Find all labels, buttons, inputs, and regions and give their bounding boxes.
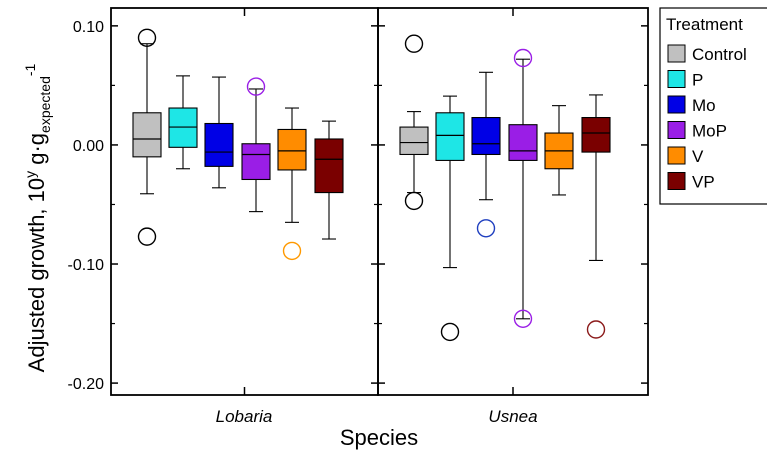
legend-label: Mo (692, 96, 716, 115)
y-axis-title: Adjusted growth, 10y g·gexpected-1 (22, 63, 53, 372)
y-axis-title-superscript: -1 (22, 63, 38, 76)
legend-swatch (667, 70, 686, 88)
y-axis-title-subscript: expected (37, 76, 53, 133)
box-v (544, 105, 574, 196)
box-iqr (204, 122, 234, 167)
box-iqr (581, 117, 611, 153)
legend-item-vp: VP (667, 172, 715, 192)
legend-label: P (692, 71, 703, 90)
box-iqr (277, 128, 307, 171)
y-axis-title-unit: g·g (24, 133, 49, 171)
x-axis-title: Species (340, 425, 418, 450)
legend-item-mo: Mo (667, 95, 716, 115)
legend-swatch (667, 121, 686, 139)
box-mop (241, 77, 271, 213)
outlier-point (137, 28, 157, 47)
legend-title: Treatment (666, 15, 743, 34)
y-tick-labels: 0.10 0.00 -0.10 -0.20 (68, 19, 105, 393)
category-label-usnea: Usnea (488, 407, 537, 426)
box-control (399, 34, 429, 211)
outlier-point (404, 191, 424, 211)
legend-item-p: P (667, 70, 703, 90)
box-mo (471, 71, 501, 238)
box-iqr (241, 143, 271, 181)
legend-swatch (667, 172, 686, 190)
legend-item-mop: MoP (667, 121, 727, 141)
legend-swatch (667, 146, 686, 165)
box-p (168, 75, 198, 170)
panel-frame (377, 7, 649, 396)
category-label-lobaria: Lobaria (216, 407, 273, 426)
outlier-point (137, 227, 157, 246)
panel-usnea (377, 7, 649, 396)
box-mop (508, 48, 538, 328)
legend-label: MoP (692, 122, 727, 141)
box-iqr (508, 124, 538, 161)
outlier-point (404, 34, 424, 53)
panel-frame (110, 7, 379, 396)
box-mo (204, 76, 234, 189)
y-axis-title-exponent: y (22, 171, 38, 178)
box-iqr (471, 117, 501, 156)
legend-swatch (667, 95, 686, 114)
panel-lobaria (110, 7, 379, 396)
legend-label: Control (692, 45, 747, 64)
box-iqr (314, 138, 344, 194)
outlier-point (476, 219, 496, 238)
outlier-point (440, 322, 460, 342)
box-iqr (132, 112, 162, 158)
y-tick-label: 0.10 (73, 19, 104, 36)
legend: Treatment Control P Mo MoP V VP (659, 7, 767, 205)
box-p (435, 95, 465, 342)
y-tick-label: -0.20 (68, 376, 105, 393)
box-vp (314, 120, 344, 240)
outlier-point (513, 309, 533, 328)
outlier-point (282, 241, 302, 261)
outlier-point (513, 48, 533, 68)
outlier-point (246, 77, 266, 96)
box-iqr (399, 126, 429, 156)
box-iqr (435, 112, 465, 161)
legend-swatch (667, 44, 686, 63)
legend-items: Control P Mo MoP V VP (667, 44, 747, 192)
legend-label: V (692, 147, 704, 166)
legend-label: VP (692, 173, 715, 192)
y-tick-label: 0.00 (73, 138, 104, 155)
box-vp (581, 94, 611, 339)
legend-item-control: Control (667, 44, 747, 64)
box-control (132, 28, 162, 246)
y-tick-label: -0.10 (68, 257, 105, 274)
box-v (277, 107, 307, 261)
outlier-point (586, 320, 606, 339)
y-axis-title-main: Adjusted growth, 10 (24, 178, 49, 372)
legend-item-v: V (667, 146, 704, 166)
